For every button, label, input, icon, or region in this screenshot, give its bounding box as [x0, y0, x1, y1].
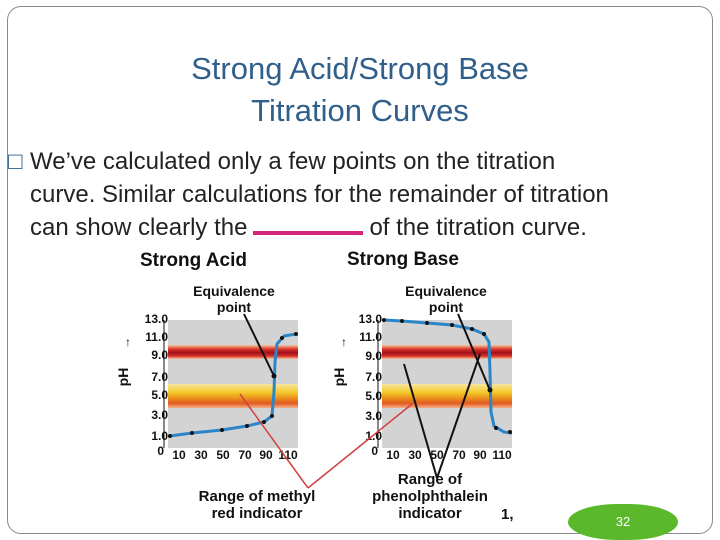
base-x-tick: 70: [452, 448, 466, 462]
base-phenolphthalein-band: [382, 345, 512, 359]
acid-y-axis-label: pH: [115, 368, 131, 387]
base-x-tick: 10: [386, 448, 400, 462]
acid-y-ticks: 13.0 11.0 9.0 7.0 5.0 3.0 1.0 0: [145, 312, 169, 458]
phenol-label-1: Range of: [398, 471, 463, 488]
acid-x-tick: 50: [216, 448, 230, 462]
base-y-tick: 5.0: [365, 389, 382, 403]
acid-y-tick: 13.0: [145, 312, 169, 326]
methyl-label-2: red indicator: [212, 505, 303, 522]
bullet-text: □ We’ve calculated only a few points on t…: [8, 145, 708, 244]
base-x-tick: 30: [408, 448, 422, 462]
acid-phenolphthalein-band: [168, 345, 298, 359]
base-y-axis-label: pH: [331, 368, 347, 387]
base-equivalence-pointer: [457, 313, 490, 389]
bullet-line-1-text: We’ve calculated only a few points on th…: [30, 148, 556, 175]
base-y-ticks: 13.0 11.0 9.0 7.0 5.0 3.0 1.0 0: [359, 312, 383, 458]
base-x-tick: 90: [473, 448, 487, 462]
title-line-2: Titration Curves: [251, 93, 469, 128]
base-equivalence-label-1: Equivalence: [405, 283, 487, 299]
bullet-line-1: □ We’ve calculated only a few points on t…: [8, 145, 708, 178]
acid-y-tick: 9.0: [151, 348, 168, 362]
acid-y-tick: 7.0: [151, 370, 168, 384]
base-x-tick: 50: [430, 448, 444, 462]
phenol-pointer-left: [403, 363, 438, 479]
acid-plot: [163, 320, 298, 448]
cut-off-text: 1,: [501, 506, 514, 523]
base-heading: Strong Base: [347, 249, 459, 270]
base-y-tick: 9.0: [365, 349, 382, 363]
methyl-label-1: Range of methyl: [199, 488, 316, 505]
bullet-line-3: can show clearly the of the titration cur…: [8, 211, 708, 244]
acid-y-tick: 0: [157, 444, 164, 458]
slide-frame: [7, 6, 713, 534]
phenol-label-3: indicator: [398, 505, 462, 522]
title-line-1: Strong Acid/Strong Base: [191, 51, 529, 86]
base-y-tick: 0: [371, 444, 378, 458]
acid-x-tick: 10: [172, 448, 186, 462]
bullet-line-3-end: of the titration curve.: [369, 214, 587, 241]
acid-equivalence-pointer: [243, 313, 274, 375]
base-equivalence-label-2: point: [429, 299, 464, 315]
phenol-pointer-right: [436, 353, 481, 479]
base-y-tick: 7.0: [365, 370, 382, 384]
acid-methyl-red-band: [168, 384, 298, 408]
acid-y-arrow-icon: ↑: [125, 335, 131, 349]
equivalence-pointers: [243, 313, 490, 479]
base-y-tick: 1.0: [365, 429, 382, 443]
acid-heading: Strong Acid: [140, 250, 247, 271]
acid-x-tick: 110: [278, 448, 298, 462]
acid-x-tick: 90: [259, 448, 273, 462]
acid-y-tick: 11.0: [145, 330, 168, 344]
base-y-arrow-icon: ↑: [341, 335, 347, 349]
phenol-label-2: phenolphthalein: [372, 488, 488, 505]
base-y-tick: 13.0: [359, 312, 383, 326]
acid-x-tick: 70: [238, 448, 252, 462]
acid-y-tick: 3.0: [151, 408, 168, 422]
fill-in-blank: [253, 213, 364, 235]
base-x-tick: 110: [492, 448, 512, 462]
methyl-pointer-right: [307, 403, 413, 489]
base-y-tick: 11.0: [359, 330, 382, 344]
base-methyl-red-band: [382, 384, 512, 408]
methyl-red-pointers: [239, 393, 413, 489]
acid-equivalence-label-1: Equivalence: [193, 283, 275, 299]
acid-equivalence-label-2: point: [217, 299, 252, 315]
acid-y-tick: 1.0: [151, 429, 168, 443]
methyl-pointer-left: [239, 393, 309, 489]
slide-number-badge: 32: [568, 504, 678, 540]
bullet-box-icon: □: [8, 148, 23, 175]
base-y-tick: 3.0: [365, 409, 382, 423]
slide-title: Strong Acid/Strong Base Titration Curves: [0, 48, 720, 132]
acid-y-tick: 5.0: [151, 388, 168, 402]
acid-x-ticks: 10 30 50 70 90 110: [172, 448, 298, 462]
base-x-ticks: 10 30 50 70 90 110: [386, 448, 512, 462]
acid-curve-points: [168, 332, 298, 438]
bullet-line-3-start: can show clearly the: [30, 214, 248, 241]
titration-curves-figure: Strong Acid Strong Base Equivalence poin…: [115, 249, 514, 523]
base-curve-points: [382, 318, 512, 434]
bullet-line-2: curve. Similar calculations for the rema…: [30, 181, 609, 208]
base-plot: [377, 318, 513, 448]
acid-x-tick: 30: [194, 448, 208, 462]
